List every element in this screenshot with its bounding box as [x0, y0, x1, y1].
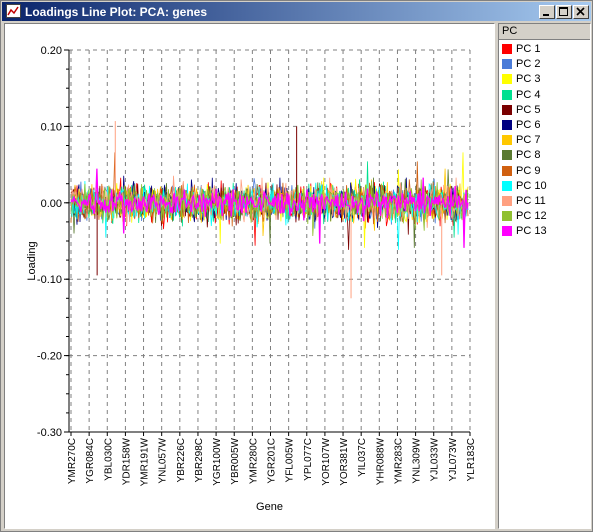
window-title: Loadings Line Plot: PCA: genes [25, 5, 208, 19]
x-tick-label: YIL037C [357, 438, 368, 477]
legend-header[interactable]: PC [499, 24, 590, 40]
x-tick-label: YOR107W [321, 437, 332, 485]
legend-swatch [502, 226, 512, 237]
legend-label: PC 1 [516, 43, 541, 55]
y-axis-title: Loading [26, 241, 38, 280]
x-tick-label: YBL030C [103, 438, 114, 481]
legend-label: PC 13 [516, 225, 547, 238]
x-tick-label: YJL033W [430, 437, 441, 481]
title-bar[interactable]: Loadings Line Plot: PCA: genes [2, 2, 591, 21]
x-tick-label: YGR100W [212, 437, 223, 485]
y-tick-label: -0.20 [37, 351, 62, 363]
legend-label: PC 3 [516, 73, 541, 86]
close-button[interactable] [573, 5, 589, 19]
pane-splitter[interactable] [495, 23, 498, 529]
legend-item-pc-6[interactable]: PC 6 [502, 118, 588, 133]
legend-item-pc-10[interactable]: PC 10 [502, 179, 588, 194]
legend-item-pc-9[interactable]: PC 9 [502, 164, 588, 179]
x-tick-label: YGR084C [85, 438, 96, 484]
chart-app-icon [6, 4, 21, 18]
x-tick-label: YJL073W [448, 437, 459, 481]
legend-label: PC 5 [516, 103, 541, 116]
legend-swatch [502, 135, 512, 146]
x-tick-label: YBR226C [176, 438, 187, 482]
legend-label: PC 6 [516, 119, 541, 131]
x-tick-label: YGR201C [266, 438, 277, 484]
x-tick-label: YLR183C [466, 438, 477, 481]
legend-item-pc-12[interactable]: PC 12 [502, 209, 588, 224]
y-tick-label: -0.30 [37, 427, 62, 439]
legend-swatch [502, 104, 512, 115]
legend-item-pc-2[interactable]: PC 2 [502, 57, 588, 72]
x-tick-label: YFL005W [285, 437, 296, 482]
loadings-line-chart: 0.20 0.10 0.00 -0.10 -0.20 -0.30 YMR270C YGR084… [26, 45, 477, 513]
maximize-icon [559, 7, 568, 16]
maximize-button[interactable] [556, 5, 572, 19]
legend-item-pc-5[interactable]: PC 5 [502, 103, 588, 118]
x-tick-label: YBR005W [230, 437, 241, 484]
plot-area[interactable]: 0.20 0.10 0.00 -0.10 -0.20 -0.30 YMR270C YGR084… [4, 23, 495, 529]
x-tick-label: YMR283C [393, 438, 404, 484]
y-tick-label: 0.20 [41, 45, 62, 57]
legend-label: PC 2 [516, 58, 541, 71]
legend-label: PC 11 [516, 195, 546, 207]
legend-swatch [502, 120, 512, 130]
legend-label: PC 4 [516, 88, 541, 101]
legend-swatch [502, 211, 512, 222]
x-tick-label: YMR270C [67, 438, 78, 484]
x-axis-title: Gene [256, 501, 283, 513]
close-icon [576, 7, 585, 16]
x-tick-label: YBR298C [194, 438, 205, 482]
x-tick-label: YPL077C [303, 438, 314, 481]
legend-label: PC 9 [516, 164, 541, 177]
legend-swatch [502, 44, 512, 54]
x-tick-label: YDR158W [121, 437, 132, 485]
legend-item-pc-8[interactable]: PC 8 [502, 148, 588, 163]
legend-swatch [502, 89, 512, 100]
legend-item-pc-7[interactable]: PC 7 [502, 133, 588, 148]
y-tick-label: 0.10 [41, 121, 62, 133]
legend-item-pc-4[interactable]: PC 4 [502, 88, 588, 103]
loading-traces [70, 152, 469, 250]
legend-swatch [502, 150, 512, 161]
legend-swatch [502, 196, 512, 206]
y-tick-label: -0.10 [37, 274, 62, 286]
minimize-icon [543, 14, 549, 16]
series-line-pc-13 [70, 168, 469, 248]
x-tick-label: YMR280C [248, 438, 259, 484]
minimize-button[interactable] [539, 5, 555, 19]
legend-item-pc-1[interactable]: PC 1 [502, 42, 588, 57]
x-tick-label: YHR088W [375, 437, 386, 485]
legend-item-pc-11[interactable]: PC 11 [502, 194, 588, 209]
legend-label: PC 10 [516, 179, 547, 192]
legend-item-pc-13[interactable]: PC 13 [502, 224, 588, 239]
legend-label: PC 7 [516, 134, 541, 147]
legend-label: PC 8 [516, 149, 541, 162]
legend-swatch [502, 165, 512, 176]
y-tick-label: 0.00 [41, 198, 62, 210]
legend-swatch [502, 59, 512, 70]
x-tick-label: YMR191W [140, 437, 151, 486]
legend-swatch [502, 74, 512, 85]
x-tick-label: YNL057W [158, 437, 169, 483]
x-tick-label: YNL309W [412, 437, 423, 483]
x-tick-label: YOR381W [339, 437, 350, 485]
legend-swatch [502, 180, 512, 191]
legend-label: PC 12 [516, 210, 547, 223]
legend-panel: PC PC 1 PC 2 PC 3 PC 4 PC 5 PC 6 PC 7 PC 8 PC 9 P… [498, 23, 591, 529]
legend-item-pc-3[interactable]: PC 3 [502, 72, 588, 87]
